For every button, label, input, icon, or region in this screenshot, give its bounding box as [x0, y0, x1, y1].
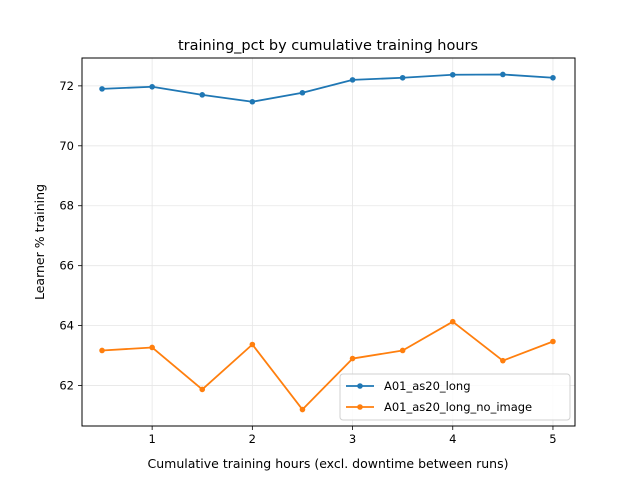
- data-point: [399, 74, 406, 81]
- x-tick-label: 2: [249, 432, 256, 446]
- y-tick-label: 62: [59, 379, 74, 393]
- data-point: [199, 92, 206, 98]
- data-point: [249, 98, 256, 105]
- data-point: [149, 83, 155, 90]
- legend-label: A01_as20_long: [384, 379, 471, 393]
- x-tick-label: 1: [148, 432, 155, 446]
- data-point: [349, 355, 356, 362]
- data-point: [149, 344, 155, 351]
- y-axis-label: Learner % training: [32, 184, 47, 300]
- y-tick-label: 72: [59, 79, 74, 93]
- legend-entry: A01_as20_long: [346, 379, 471, 393]
- y-tick-label: 68: [59, 199, 74, 213]
- data-point: [449, 318, 456, 325]
- data-point: [299, 406, 306, 413]
- data-point: [449, 71, 456, 78]
- data-point: [500, 71, 506, 78]
- data-series: [99, 71, 556, 413]
- data-point: [249, 341, 256, 348]
- x-axis-ticks: 1 2 3 4 5: [148, 426, 557, 446]
- series-line: [99, 318, 556, 413]
- data-point: [299, 89, 306, 96]
- y-axis-ticks: 62 64 66 68 70 72: [59, 79, 82, 393]
- legend-label: A01_as20_long_no_image: [384, 400, 532, 414]
- y-tick-label: 66: [59, 259, 74, 273]
- series-line: [99, 71, 556, 105]
- y-tick-label: 70: [59, 139, 74, 153]
- x-tick-label: 5: [549, 432, 556, 446]
- data-point: [399, 347, 406, 354]
- data-point: [550, 74, 556, 81]
- data-point: [500, 357, 506, 364]
- x-axis-label: Cumulative training hours (excl. downtim…: [148, 456, 509, 471]
- data-point: [550, 338, 556, 345]
- plot-area-frame: [81, 57, 576, 427]
- legend-entry: A01_as20_long_no_image: [346, 400, 532, 414]
- chart-title: training_pct by cumulative training hour…: [178, 38, 478, 54]
- data-point: [99, 347, 105, 354]
- y-tick-label: 64: [59, 319, 74, 333]
- x-tick-label: 3: [349, 432, 356, 446]
- x-tick-label: 4: [449, 432, 456, 446]
- data-point: [99, 86, 105, 92]
- legend: A01_as20_long A01_as20_long_no_image: [339, 373, 571, 421]
- data-point: [199, 386, 206, 393]
- data-point: [349, 77, 356, 83]
